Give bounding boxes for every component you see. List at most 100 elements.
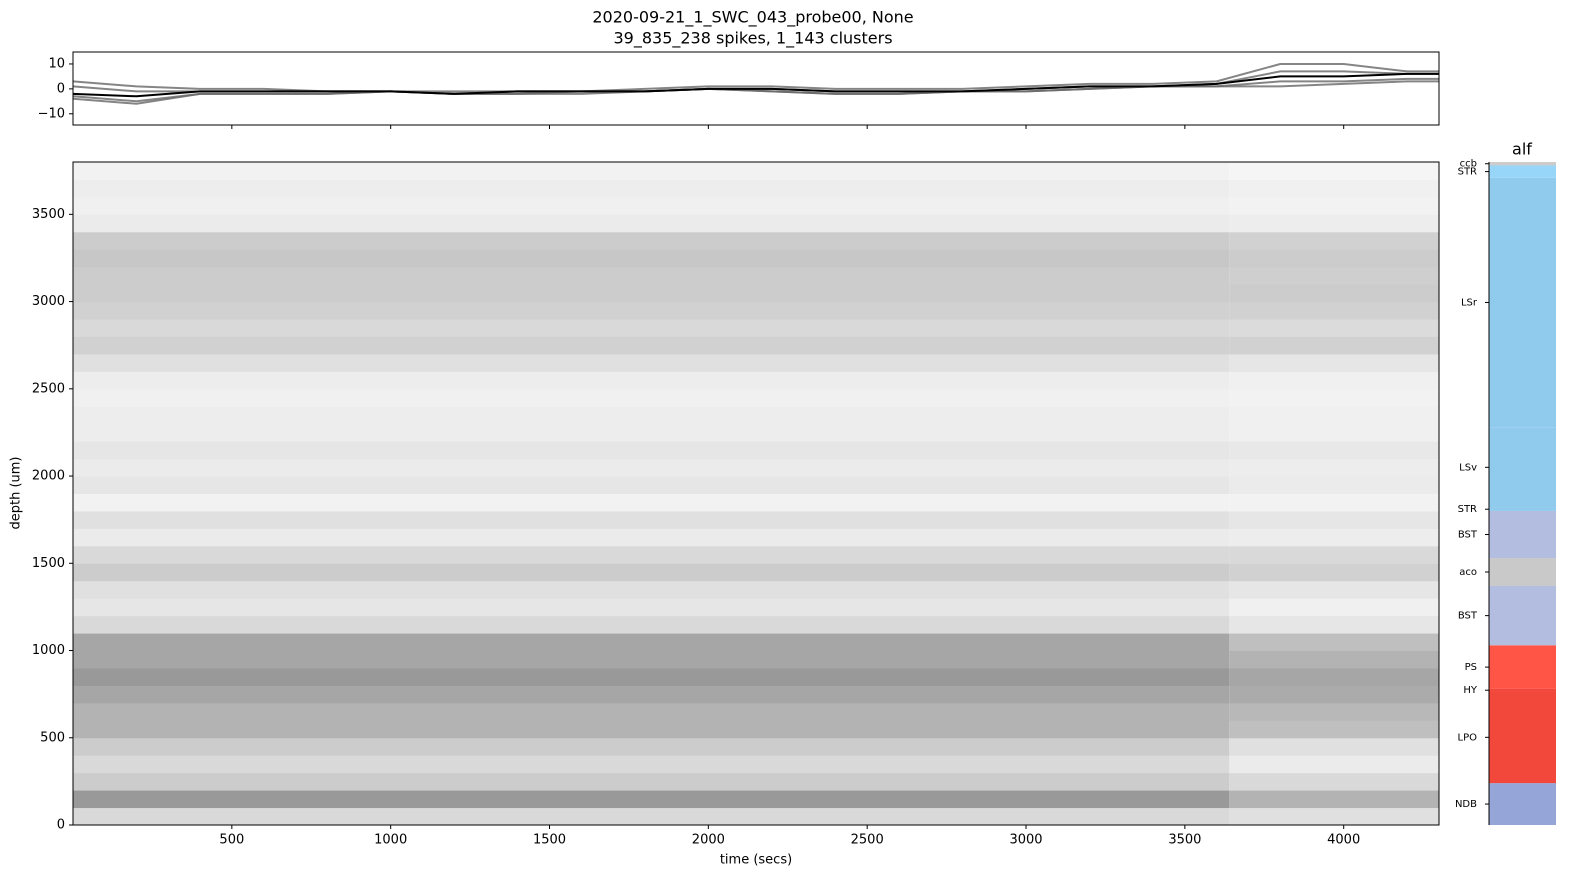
region-label: BST [1458,611,1478,622]
heat-cell [73,702,1230,721]
x-tick-label: 2000 [692,833,725,848]
heat-cell [73,667,1230,686]
region-label: ccb [1460,159,1477,170]
chart-subtitle: 39_835_238 spikes, 1_143 clusters [613,29,892,49]
y-tick-label: 3500 [32,207,65,222]
x-tick-label: 3000 [1009,833,1042,848]
heat-cell [1229,319,1439,337]
y-tick-label: 500 [40,730,65,745]
heat-cell [1229,214,1439,233]
heat-cell [73,336,1230,355]
x-tick-label: 500 [219,833,244,848]
y-tick-label: 1000 [32,643,65,658]
heat-cell [1229,737,1439,756]
heat-cell [73,406,1230,425]
heat-cell [1229,633,1439,652]
x-tick-label: 1000 [374,833,407,848]
y-tick-label: 0 [57,818,65,833]
heat-cell [73,301,1230,320]
heat-cell [1229,580,1439,599]
region-label: PS [1465,662,1477,673]
region [1489,688,1556,692]
heat-cell [73,493,1230,512]
x-tick-label: 3500 [1168,833,1201,848]
plot-frame [72,51,1440,126]
heat-cell [1229,493,1439,512]
heat-cell [1229,563,1439,582]
drift-line [72,77,1439,103]
x-tick-label: 2500 [851,833,884,848]
region-label: STR [1458,504,1477,515]
heat-cell [73,563,1230,582]
x-axis-label: time (secs) [720,853,792,868]
chart-title: 2020-09-21_1_SWC_043_probe00, None [592,8,913,28]
y-tick-label: 10 [48,56,65,71]
region [1489,177,1556,428]
heat-cell [1229,301,1439,320]
heat-cell [1229,545,1439,564]
heat-cell [73,580,1230,599]
region [1489,165,1556,178]
heat-cell [1229,667,1439,686]
heat-cell [1229,772,1439,791]
heat-cell [73,196,1230,215]
region [1489,427,1556,508]
region-label: HY [1463,685,1478,696]
heat-cell [73,615,1230,634]
y-tick-label: 1500 [32,556,65,571]
region-label: LSv [1459,462,1477,473]
y-tick-label: 3000 [32,294,65,309]
region-title: alf [1512,140,1532,159]
region [1489,783,1556,825]
region-label: NDB [1455,799,1477,810]
region-label: LPO [1458,732,1478,743]
heat-cell [73,266,1230,285]
y-tick-label: 2000 [32,469,65,484]
y-axis-label: depth (um) [9,456,24,529]
heat-cell [1229,249,1439,268]
heat-cell [1229,423,1439,442]
heat-cell [1229,528,1439,547]
region [1489,510,1556,559]
heat-cell [73,249,1230,268]
heat-cell [1229,615,1439,634]
heat-cell [73,790,1230,809]
heat-cell [73,284,1230,303]
y-tick-label: 0 [57,81,65,96]
region [1489,691,1556,784]
heat-cell [1229,510,1439,529]
heat-cell [73,179,1230,198]
region [1489,162,1556,166]
heat-cell [1229,196,1439,215]
heat-cell [73,755,1230,774]
region-label: LSr [1461,297,1478,308]
heat-cell [1229,441,1439,460]
region-label: BST [1458,530,1478,541]
heat-cell [1229,755,1439,774]
heat-cell [1229,179,1439,198]
x-tick-label: 4000 [1327,833,1360,848]
heat-cell [1229,458,1439,477]
region-label: STR [1458,167,1477,178]
heat-cell [73,423,1230,442]
heat-cell [73,685,1230,704]
heat-cell [1229,388,1439,407]
heat-cell [1229,790,1439,809]
heat-cell [73,476,1230,494]
heat-cell [73,545,1230,564]
region [1489,507,1556,511]
heat-cell [73,353,1230,372]
heat-cell [73,528,1230,547]
heat-cell [73,633,1230,652]
drift-line [72,72,1439,98]
heat-cell [1229,336,1439,355]
heat-cell [73,371,1230,390]
region [1489,558,1556,586]
heat-cell [1229,231,1439,250]
heat-cell [1229,650,1439,669]
heat-cell [73,720,1230,739]
y-tick-label: −10 [38,106,65,121]
heat-cell [73,772,1230,791]
